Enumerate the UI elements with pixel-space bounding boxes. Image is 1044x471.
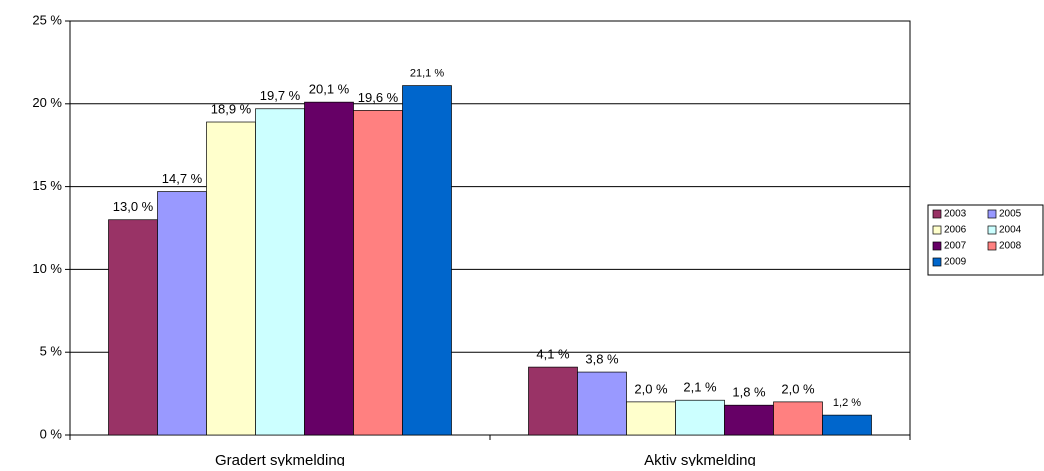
bar <box>353 110 403 436</box>
y-tick-label: 15 % <box>32 178 62 193</box>
bar <box>157 191 207 436</box>
y-tick-label: 25 % <box>32 12 62 27</box>
bar <box>773 401 823 436</box>
value-label: 1,8 % <box>732 385 766 400</box>
x-tick-label: Aktiv sykmelding <box>644 452 756 466</box>
y-tick-label: 20 % <box>32 95 62 110</box>
value-label: 13,0 % <box>113 199 154 214</box>
value-label: 14,7 % <box>162 171 203 186</box>
value-label: 19,6 % <box>358 90 399 105</box>
value-label: 2,0 % <box>781 381 815 396</box>
value-label: 21,1 % <box>410 67 444 79</box>
bar <box>626 401 676 436</box>
legend-label: 2009 <box>944 257 967 268</box>
value-label: 4,1 % <box>536 347 570 362</box>
y-tick-label: 5 % <box>40 344 63 359</box>
legend-swatch <box>987 241 997 251</box>
y-tick-label: 0 % <box>40 426 63 441</box>
bar <box>528 366 578 436</box>
legend-label: 2004 <box>999 225 1022 236</box>
legend-label: 2005 <box>999 209 1022 220</box>
legend-label: 2003 <box>944 209 967 220</box>
bar <box>255 108 305 436</box>
legend-swatch <box>932 257 942 267</box>
value-label: 2,0 % <box>634 381 668 396</box>
bar <box>206 121 256 436</box>
value-label: 1,2 % <box>833 397 861 409</box>
bar <box>402 85 452 436</box>
legend-label: 2007 <box>944 241 967 252</box>
legend-swatch <box>932 209 942 219</box>
value-label: 20,1 % <box>309 82 350 97</box>
legend-label: 2006 <box>944 225 967 236</box>
bar <box>577 371 627 436</box>
legend-swatch <box>987 225 997 235</box>
bar <box>675 399 725 436</box>
x-tick-label: Gradert sykmelding <box>215 452 345 466</box>
legend-box <box>927 204 1044 276</box>
value-label: 18,9 % <box>211 101 252 116</box>
legend-swatch <box>932 241 942 251</box>
bar <box>108 219 158 436</box>
value-label: 3,8 % <box>585 352 619 367</box>
bar <box>822 414 872 436</box>
y-tick-label: 10 % <box>32 261 62 276</box>
legend-swatch <box>987 209 997 219</box>
value-label: 19,7 % <box>260 88 301 103</box>
bar <box>724 404 774 436</box>
value-label: 2,1 % <box>683 380 717 395</box>
bar <box>304 101 354 436</box>
legend-swatch <box>932 225 942 235</box>
legend-label: 2008 <box>999 241 1022 252</box>
